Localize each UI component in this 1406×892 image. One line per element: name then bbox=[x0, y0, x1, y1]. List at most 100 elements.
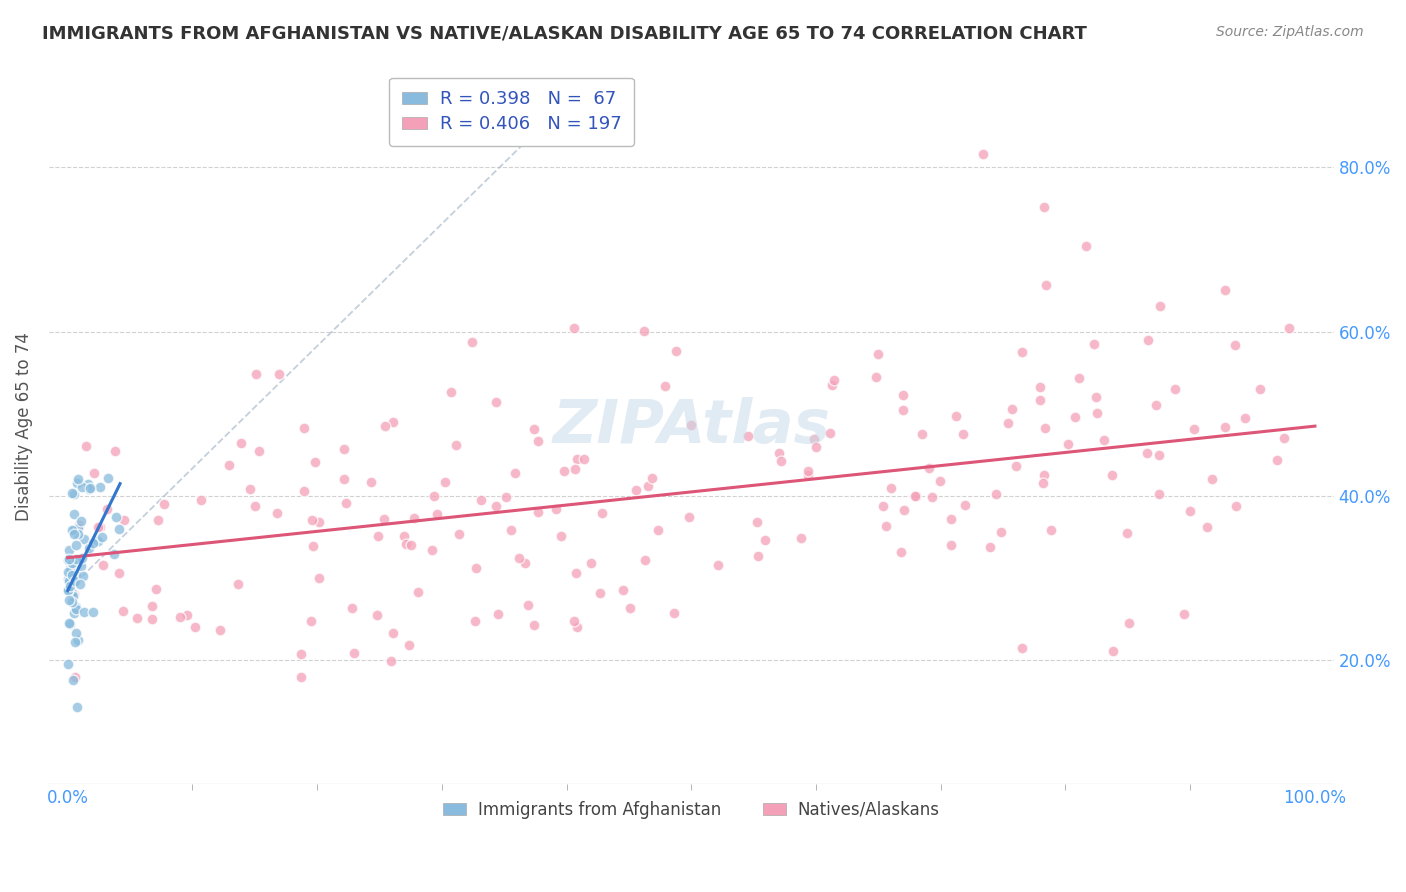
Point bbox=[928, 474, 950, 488]
Point bbox=[579, 556, 602, 570]
Point bbox=[89, 520, 111, 534]
Point bbox=[290, 647, 312, 661]
Point bbox=[905, 489, 928, 503]
Point bbox=[893, 502, 915, 516]
Point bbox=[1005, 458, 1028, 473]
Point bbox=[105, 510, 128, 524]
Point bbox=[153, 497, 176, 511]
Point bbox=[73, 605, 96, 619]
Point bbox=[423, 489, 446, 503]
Point bbox=[1272, 431, 1295, 445]
Point bbox=[797, 467, 820, 482]
Point bbox=[63, 670, 86, 684]
Point bbox=[1201, 472, 1223, 486]
Point bbox=[1035, 277, 1057, 292]
Point bbox=[678, 510, 700, 524]
Point bbox=[1178, 504, 1201, 518]
Point bbox=[865, 369, 887, 384]
Point bbox=[79, 482, 101, 496]
Point bbox=[381, 415, 404, 429]
Point bbox=[58, 553, 80, 567]
Point bbox=[63, 487, 86, 501]
Point bbox=[245, 368, 267, 382]
Point bbox=[60, 556, 83, 570]
Point bbox=[1213, 420, 1236, 434]
Point bbox=[65, 552, 87, 566]
Point bbox=[360, 475, 382, 489]
Point bbox=[893, 403, 915, 417]
Point bbox=[591, 506, 613, 520]
Point bbox=[60, 524, 83, 538]
Point bbox=[112, 513, 135, 527]
Point bbox=[986, 486, 1008, 500]
Point bbox=[997, 416, 1019, 430]
Point bbox=[875, 518, 897, 533]
Point bbox=[1011, 344, 1033, 359]
Point bbox=[70, 514, 93, 528]
Point bbox=[112, 603, 135, 617]
Point bbox=[87, 519, 110, 533]
Point bbox=[62, 575, 84, 590]
Point bbox=[567, 452, 589, 467]
Point bbox=[65, 599, 87, 614]
Point bbox=[127, 611, 149, 625]
Point bbox=[63, 635, 86, 649]
Point bbox=[1223, 338, 1246, 352]
Point bbox=[333, 442, 356, 457]
Text: ZIPAtlas: ZIPAtlas bbox=[553, 397, 831, 456]
Point bbox=[911, 427, 934, 442]
Point bbox=[464, 561, 486, 575]
Point bbox=[1033, 420, 1056, 434]
Point bbox=[565, 620, 588, 634]
Point bbox=[67, 472, 90, 486]
Point bbox=[426, 507, 449, 521]
Point bbox=[952, 426, 974, 441]
Y-axis label: Disability Age 65 to 74: Disability Age 65 to 74 bbox=[15, 332, 32, 521]
Point bbox=[65, 574, 87, 588]
Point bbox=[654, 379, 676, 393]
Point bbox=[72, 568, 94, 582]
Point bbox=[1144, 398, 1167, 412]
Point bbox=[866, 347, 889, 361]
Point bbox=[1149, 486, 1171, 500]
Point bbox=[505, 467, 527, 481]
Point bbox=[73, 533, 96, 547]
Point bbox=[893, 387, 915, 401]
Point bbox=[440, 385, 463, 400]
Point bbox=[65, 567, 87, 582]
Point bbox=[367, 529, 389, 543]
Point bbox=[69, 558, 91, 573]
Point bbox=[70, 550, 93, 565]
Point bbox=[945, 409, 967, 423]
Point bbox=[515, 556, 537, 570]
Point bbox=[1033, 200, 1056, 214]
Point bbox=[89, 480, 111, 494]
Point bbox=[665, 344, 688, 359]
Point bbox=[66, 633, 89, 648]
Point bbox=[1028, 393, 1050, 408]
Point bbox=[75, 439, 97, 453]
Point bbox=[647, 523, 669, 537]
Point bbox=[470, 493, 492, 508]
Point bbox=[803, 433, 825, 447]
Point bbox=[1085, 390, 1108, 404]
Point bbox=[789, 531, 811, 545]
Point bbox=[941, 512, 963, 526]
Point bbox=[269, 367, 291, 381]
Point bbox=[1118, 615, 1140, 630]
Point bbox=[747, 549, 769, 563]
Point bbox=[637, 479, 659, 493]
Point bbox=[91, 530, 114, 544]
Point bbox=[304, 455, 326, 469]
Point bbox=[422, 543, 444, 558]
Point bbox=[373, 418, 395, 433]
Point bbox=[145, 582, 167, 596]
Point bbox=[60, 588, 83, 602]
Point bbox=[823, 373, 845, 387]
Point bbox=[65, 626, 87, 640]
Point bbox=[1149, 448, 1171, 462]
Point bbox=[1213, 283, 1236, 297]
Point bbox=[65, 601, 87, 615]
Point bbox=[148, 513, 170, 527]
Point bbox=[239, 483, 262, 497]
